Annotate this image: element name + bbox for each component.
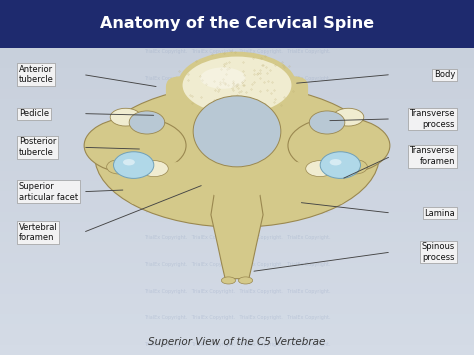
Text: Spinous
process: Spinous process (422, 242, 455, 262)
Ellipse shape (306, 160, 334, 177)
Bar (0, 181, 474, 191)
Polygon shape (211, 193, 263, 279)
Polygon shape (237, 147, 360, 204)
Ellipse shape (140, 160, 168, 177)
Bar (0, 160, 474, 171)
Bar (0, 120, 474, 130)
Ellipse shape (329, 159, 341, 165)
Ellipse shape (129, 111, 165, 134)
Text: TrialEx Copyright.   TrialEx Copyright.   TrialEx Copyright.   TrialEx Copyright: TrialEx Copyright. TrialEx Copyright. Tr… (144, 49, 330, 54)
Bar (0, 89, 474, 99)
Bar (0, 171, 474, 181)
Text: Superior
articular facet: Superior articular facet (19, 182, 78, 202)
Bar (0, 99, 474, 109)
Bar (0, 58, 474, 69)
Bar (0, 283, 474, 294)
Text: Pedicle: Pedicle (19, 109, 49, 118)
Bar (0, 202, 474, 212)
Bar (0, 345, 474, 355)
Text: TrialEx Copyright.   TrialEx Copyright.   TrialEx Copyright.   TrialEx Copyright: TrialEx Copyright. TrialEx Copyright. Tr… (144, 315, 330, 320)
Bar (0, 140, 474, 150)
Text: Transverse
foramen: Transverse foramen (410, 146, 455, 166)
Text: Body: Body (434, 70, 455, 79)
Bar (0, 222, 474, 232)
Bar (0, 304, 474, 314)
Ellipse shape (288, 117, 390, 174)
Bar (0, 273, 474, 283)
Bar (0, 294, 474, 304)
Bar (0, 324, 474, 334)
Text: Transverse
process: Transverse process (410, 109, 455, 129)
Bar (0, 212, 474, 222)
Ellipse shape (333, 108, 364, 126)
Bar (0, 48, 474, 58)
Text: Anterior
tubercle: Anterior tubercle (19, 65, 54, 84)
Text: Posterior
tubercle: Posterior tubercle (19, 137, 56, 157)
FancyBboxPatch shape (166, 76, 308, 140)
Ellipse shape (113, 152, 154, 178)
Ellipse shape (180, 54, 294, 116)
Bar (0, 232, 474, 242)
Bar (0, 242, 474, 253)
Text: TrialEx Copyright.   TrialEx Copyright.   TrialEx Copyright.   TrialEx Copyright: TrialEx Copyright. TrialEx Copyright. Tr… (144, 182, 330, 187)
Ellipse shape (95, 85, 379, 227)
Bar (0, 253, 474, 263)
Text: TrialEx Copyright.   TrialEx Copyright.   TrialEx Copyright.   TrialEx Copyright: TrialEx Copyright. TrialEx Copyright. Tr… (144, 76, 330, 81)
Bar (0, 69, 474, 78)
Ellipse shape (309, 111, 345, 134)
Polygon shape (114, 147, 237, 204)
Ellipse shape (193, 96, 281, 167)
Ellipse shape (84, 117, 186, 174)
Ellipse shape (200, 67, 246, 89)
Text: TrialEx Copyright.   TrialEx Copyright.   TrialEx Copyright.   TrialEx Copyright: TrialEx Copyright. TrialEx Copyright. Tr… (144, 235, 330, 240)
Ellipse shape (320, 152, 360, 178)
Ellipse shape (238, 277, 253, 284)
Text: TrialEx Copyright.   TrialEx Copyright.   TrialEx Copyright.   TrialEx Copyright: TrialEx Copyright. TrialEx Copyright. Tr… (144, 262, 330, 267)
Ellipse shape (123, 159, 135, 165)
Text: TrialEx Copyright.   TrialEx Copyright.   TrialEx Copyright.   TrialEx Copyright: TrialEx Copyright. TrialEx Copyright. Tr… (144, 289, 330, 294)
Bar (0, 79, 474, 89)
Bar (0, 191, 474, 202)
Bar (0, 130, 474, 140)
Ellipse shape (221, 277, 236, 284)
Bar (0, 0, 474, 48)
Text: TrialEx Copyright.   TrialEx Copyright.   TrialEx Copyright.   TrialEx Copyright: TrialEx Copyright. TrialEx Copyright. Tr… (144, 155, 330, 160)
Ellipse shape (107, 160, 130, 174)
Text: Vertebral
foramen: Vertebral foramen (19, 223, 58, 242)
Ellipse shape (110, 108, 141, 126)
Text: Anatomy of the Cervical Spine: Anatomy of the Cervical Spine (100, 16, 374, 32)
Text: Superior View of the C5 Vertebrae: Superior View of the C5 Vertebrae (148, 337, 326, 346)
Text: Lamina: Lamina (424, 208, 455, 218)
Bar (0, 263, 474, 273)
Text: TrialEx Copyright.   TrialEx Copyright.   TrialEx Copyright.   TrialEx Copyright: TrialEx Copyright. TrialEx Copyright. Tr… (144, 129, 330, 134)
Bar (0, 314, 474, 324)
Bar (0, 109, 474, 120)
Bar (0, 334, 474, 345)
Ellipse shape (344, 160, 367, 174)
Ellipse shape (211, 185, 263, 199)
Text: TrialEx Copyright.   TrialEx Copyright.   TrialEx Copyright.   TrialEx Copyright: TrialEx Copyright. TrialEx Copyright. Tr… (144, 209, 330, 214)
Text: TrialEx Copyright.   TrialEx Copyright.   TrialEx Copyright.   TrialEx Copyright: TrialEx Copyright. TrialEx Copyright. Tr… (144, 102, 330, 107)
Bar (0, 150, 474, 160)
Text: TrialEx Copyright.   TrialEx Copyright.   TrialEx Copyright.   TrialEx Copyright: TrialEx Copyright. TrialEx Copyright. Tr… (144, 342, 330, 347)
